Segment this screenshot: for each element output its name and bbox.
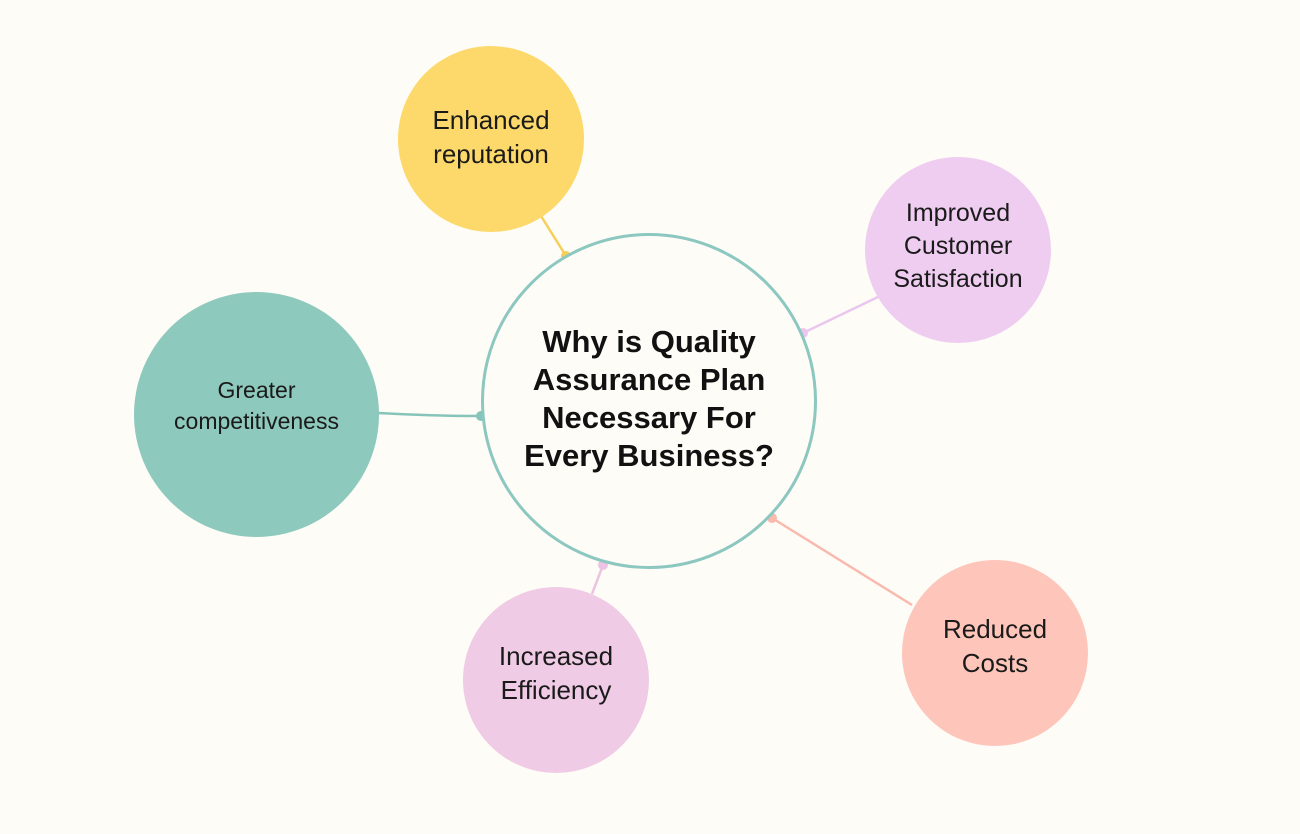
node-label: Improved Customer Satisfaction: [893, 198, 1023, 293]
node-enhanced-reputation: Enhanced reputation: [398, 46, 584, 232]
connector-costs: [771, 516, 913, 607]
node-label: Enhanced reputation: [432, 105, 550, 169]
node-improved-customer-satisfaction: Improved Customer Satisfaction: [865, 157, 1051, 343]
connector-competitiveness: [378, 411, 482, 418]
connector-reputation: [539, 215, 568, 257]
node-label: Reduced Costs: [942, 614, 1048, 678]
node-increased-efficiency: Increased Efficiency: [463, 587, 649, 773]
center-circle: Why is Quality Assurance Plan Necessary …: [481, 233, 817, 569]
center-title: Why is Quality Assurance Plan Necessary …: [524, 324, 774, 473]
node-label: Increased Efficiency: [498, 641, 614, 705]
node-greater-competitiveness: Greater competitiveness: [134, 292, 379, 537]
connector-efficiency: [590, 564, 605, 595]
connector-satisfaction: [802, 294, 881, 335]
node-label: Greater competitiveness: [174, 376, 339, 434]
node-reduced-costs: Reduced Costs: [902, 560, 1088, 746]
